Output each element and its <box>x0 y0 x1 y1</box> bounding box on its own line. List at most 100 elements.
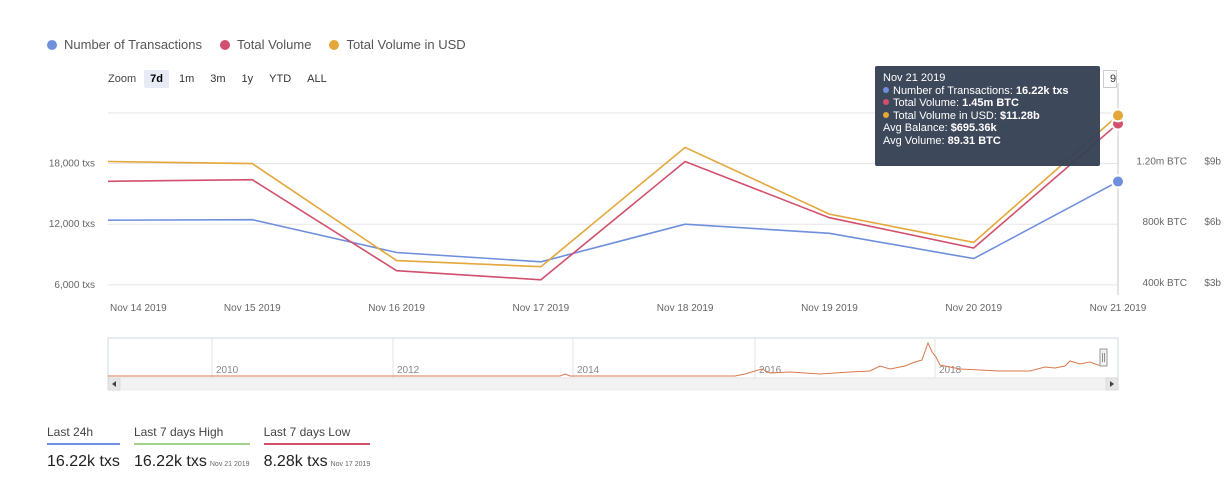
chart-tooltip: Nov 21 2019 Number of Transactions: 16.2… <box>875 66 1100 166</box>
stat-underline-7d-low <box>263 443 371 445</box>
y-tick-label-usd: $9b <box>1204 157 1221 168</box>
stat-underline-7d-high <box>133 443 250 445</box>
y-axis-btc: 400k BTC 800k BTC 1.20m BTC <box>1136 157 1187 289</box>
range-input-partial-text: 9 <box>1110 73 1117 85</box>
zoom-controls: Zoom 7d 1m 3m 1y YTD ALL <box>108 70 333 88</box>
series-lines <box>107 114 1119 281</box>
y-tick-label-btc: 800k BTC <box>1143 217 1187 228</box>
legend-label-volume-usd: Total Volume in USD <box>346 37 466 52</box>
y-axis-usd: $3b $6b $9b <box>1204 157 1221 289</box>
main-chart[interactable]: 6,000 txs 12,000 txs 18,000 txs 400k BTC 80… <box>0 0 1231 400</box>
navigator-handle[interactable] <box>1099 348 1108 367</box>
zoom-button-1m[interactable]: 1m <box>178 73 195 85</box>
stat-date-7d-low: Nov 17 2019 <box>330 461 371 468</box>
hover-markers <box>1111 83 1125 295</box>
navigator-scrollbar-track[interactable] <box>107 377 1119 391</box>
tooltip-label-avg-volume: Avg Volume: <box>883 134 945 147</box>
y-tick-label-usd: $6b <box>1204 217 1221 228</box>
tooltip-value-volume-usd: $11.28b <box>1000 109 1040 122</box>
x-tick-label: Nov 17 2019 <box>512 303 569 314</box>
x-axis: Nov 14 2019 Nov 15 2019 Nov 16 2019 Nov 17 … <box>110 303 1147 314</box>
zoom-button-7d[interactable]: 7d <box>144 70 169 88</box>
tooltip-value-total-volume: 1.45m BTC <box>962 97 1019 109</box>
tooltip-label-transactions: Number of Transactions: <box>893 84 1013 97</box>
tooltip-value-avg-balance: $695.36k <box>950 122 997 134</box>
series-line-total-volume <box>107 122 1119 281</box>
legend-item-total-volume[interactable]: Total Volume <box>220 37 311 52</box>
y-tick-label-transactions: 12,000 txs <box>49 219 95 230</box>
legend-item-volume-usd[interactable]: Total Volume in USD <box>329 37 466 52</box>
stat-value-text-7d-high: 16.22k txs <box>133 453 207 470</box>
tooltip-row-total-volume: Total Volume: 1.45m BTC <box>883 97 1092 110</box>
series-line-number-of-transactions <box>107 180 1119 263</box>
zoom-button-1y[interactable]: 1y <box>241 73 254 85</box>
stat-label-last-24h: Last 24h <box>47 425 94 439</box>
zoom-label: Zoom <box>108 73 137 85</box>
y-tick-label-btc: 400k BTC <box>1143 278 1187 289</box>
hover-marker-number-of-transactions <box>1111 174 1125 189</box>
tooltip-label-total-volume: Total Volume: <box>893 97 960 109</box>
tooltip-row-avg-volume: Avg Volume: 89.31 BTC <box>883 135 1092 148</box>
navigator-year-label: 2010 <box>216 365 239 376</box>
scroll-left-arrow-icon <box>112 381 116 387</box>
tooltip-date: Nov 21 2019 <box>883 72 946 84</box>
stat-underline-last-24h <box>47 443 120 445</box>
zoom-button-all[interactable]: ALL <box>307 73 327 85</box>
stat-value-7d-high: 16.22k txs Nov 21 2019 <box>134 453 250 471</box>
legend-label-transactions: Number of Transactions <box>64 37 203 52</box>
y-tick-label-transactions: 6,000 txs <box>54 280 95 291</box>
navigator-year-label: 2012 <box>397 365 420 376</box>
tooltip-value-transactions: 16.22k txs <box>1015 84 1069 97</box>
x-tick-label: Nov 19 2019 <box>801 303 858 314</box>
stat-value-7d-low: 8.28k txs Nov 17 2019 <box>264 453 371 471</box>
stat-label-7d-low: Last 7 days Low <box>263 425 351 439</box>
tooltip-dot-transactions <box>883 86 889 93</box>
navigator-frame <box>107 337 1119 379</box>
stat-date-7d-high: Nov 21 2019 <box>209 461 250 468</box>
navigator[interactable]: 2010 2012 2014 2016 2018 <box>107 337 1119 391</box>
tooltip-label-volume-usd: Total Volume in USD: <box>893 109 997 122</box>
tooltip-row-transactions: Number of Transactions: 16.22k txs <box>883 85 1092 98</box>
tooltip-dot-total-volume <box>883 99 889 105</box>
legend-dot-transactions <box>47 39 57 50</box>
series-line-total-volume-in-usd <box>107 114 1119 268</box>
stat-value-text-last-24h: 16.22k txs <box>47 453 120 470</box>
stat-label-7d-high: Last 7 days High <box>133 425 224 439</box>
navigator-year-label: 2014 <box>577 365 600 376</box>
tooltip-value-avg-volume: 89.31 BTC <box>947 134 1001 147</box>
zoom-button-ytd[interactable]: YTD <box>269 73 292 85</box>
stat-value-text-7d-low: 8.28k txs <box>263 453 328 470</box>
legend-item-transactions[interactable]: Number of Transactions <box>47 37 202 52</box>
navigator-handle-grip-icon <box>1102 353 1105 362</box>
y-tick-label-transactions: 18,000 txs <box>49 159 95 170</box>
tooltip-row-avg-balance: Avg Balance: $695.36k <box>883 122 1092 135</box>
navigator-series-line <box>108 341 1107 377</box>
y-tick-label-btc: 1.20m BTC <box>1136 157 1187 168</box>
legend-dot-volume-usd <box>329 39 340 50</box>
zoom-button-3m[interactable]: 3m <box>210 73 226 85</box>
x-tick-label: Nov 18 2019 <box>657 303 714 314</box>
chart-legend: Number of Transactions Total Volume Tota… <box>47 37 466 52</box>
scroll-right-arrow-icon <box>1110 381 1114 387</box>
navigator-gridlines: 2010 2012 2014 2016 2018 <box>211 338 962 378</box>
stat-last-24h: Last 24h 16.22k txs <box>47 425 120 471</box>
x-tick-label: Nov 21 2019 <box>1090 303 1147 314</box>
stat-value-last-24h: 16.22k txs <box>47 453 120 471</box>
x-tick-label: Nov 14 2019 <box>110 303 167 314</box>
navigator-year-label: 2016 <box>759 365 782 376</box>
stat-7d-low: Last 7 days Low 8.28k txs Nov 17 2019 <box>263 425 371 471</box>
y-axis-transactions: 6,000 txs 12,000 txs 18,000 txs <box>49 159 95 291</box>
tooltip-row-volume-usd: Total Volume in USD: $11.28b <box>883 110 1092 123</box>
range-input-partial[interactable]: 9 <box>1103 70 1117 88</box>
stat-7d-high: Last 7 days High 16.22k txs Nov 21 2019 <box>133 425 250 471</box>
x-tick-label: Nov 16 2019 <box>368 303 425 314</box>
navigator-year-label: 2018 <box>939 365 962 376</box>
x-tick-label: Nov 20 2019 <box>945 303 1002 314</box>
legend-label-total-volume: Total Volume <box>237 37 312 52</box>
legend-dot-total-volume <box>220 39 231 50</box>
x-tick-label: Nov 15 2019 <box>224 303 281 314</box>
y-tick-label-usd: $3b <box>1204 278 1221 289</box>
hover-marker-total-volume-in-usd <box>1111 108 1125 123</box>
tooltip-label-avg-balance: Avg Balance: <box>883 122 948 134</box>
stats-panel: Last 24h 16.22k txs Last 7 days High 16.… <box>47 425 371 471</box>
